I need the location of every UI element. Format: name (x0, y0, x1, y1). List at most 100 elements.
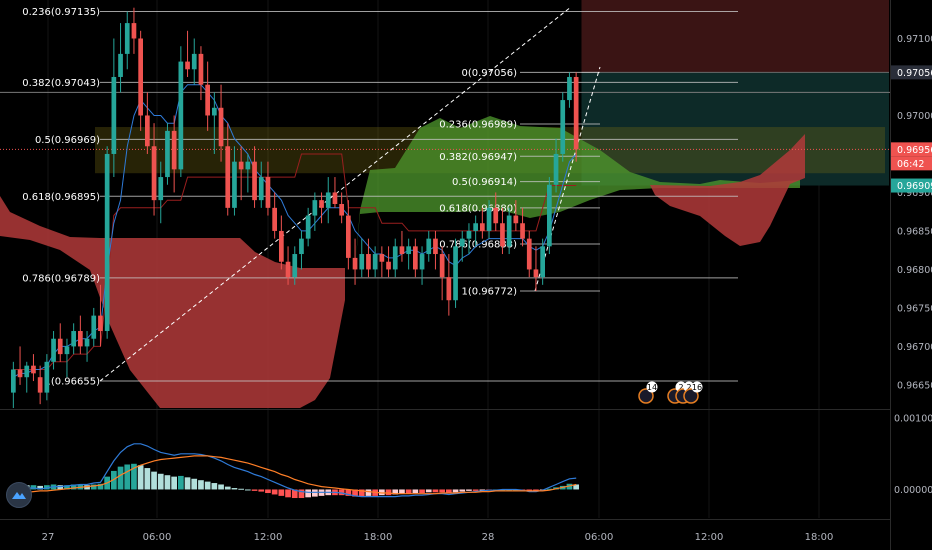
kumo-bear-cloud (0, 196, 345, 408)
macd-hist-bar-78 (533, 489, 539, 491)
candle-body-33 (232, 161, 237, 208)
candle-body-69 (473, 223, 478, 231)
candle-body-68 (466, 230, 472, 239)
candle-body-0 (11, 369, 16, 393)
macd-hist-bar-49 (338, 489, 345, 496)
candle-body-1 (17, 369, 23, 378)
fib-left-label-3: 0.618(0.96895) (22, 192, 100, 203)
candle-body-46 (319, 200, 324, 208)
time-label-6: 12:00 (695, 532, 724, 543)
candle-body-51 (352, 257, 358, 270)
event-count-bubble-0 (646, 381, 658, 393)
candle-body-7 (57, 338, 63, 355)
candle-body-5 (44, 361, 50, 393)
macd-pane (10, 443, 579, 499)
candle-body-56 (386, 261, 391, 270)
candle-body-23 (165, 130, 170, 178)
macd-hist-bar-26 (184, 477, 191, 490)
macd-hist-bar-43 (298, 489, 305, 499)
macd-hist-bar-58 (399, 489, 405, 494)
macd-hist-bar-66 (452, 489, 459, 493)
macd-hist-bar-32 (224, 486, 231, 490)
macd-hist-bar-13 (97, 483, 104, 490)
macd-hist-bar-23 (164, 475, 171, 490)
candle-body-26 (185, 61, 190, 70)
position-zones (0, 0, 890, 186)
candle-body-28 (198, 53, 204, 85)
candle-body-58 (399, 246, 405, 255)
candle-body-17 (124, 23, 130, 54)
candle-body-67 (459, 238, 465, 247)
macd-hist-bar-38 (265, 489, 271, 494)
kumo-bull-cloud (355, 116, 800, 268)
candle-body-20 (145, 115, 150, 147)
event-flag-icon-0 (638, 388, 654, 404)
macd-hist-bar-69 (472, 489, 479, 491)
candle-body-30 (212, 107, 217, 116)
fib-right-trendline (534, 66, 601, 292)
candle-body-41 (285, 261, 291, 278)
tradingview-logo-icon[interactable] (6, 482, 32, 508)
candle-body-37 (258, 177, 264, 201)
macd-hist-bar-15 (111, 470, 117, 490)
macd-hist-bar-16 (117, 466, 124, 490)
macd-hist-bar-18 (131, 463, 137, 490)
candle-body-76 (520, 223, 525, 239)
fib-left-label-5: 1(0.96655) (44, 377, 100, 388)
price-badge-0: 0.97056 (897, 68, 932, 79)
macd-hist-bar-29 (204, 481, 211, 490)
fib-left-label-4: 0.786(0.96789) (22, 273, 100, 284)
candle-body-44 (305, 215, 311, 239)
candle-body-70 (480, 223, 485, 231)
candle-body-19 (138, 38, 143, 116)
macd-hist-bar-20 (144, 468, 151, 490)
candle-body-43 (299, 238, 304, 255)
candle-body-48 (332, 192, 338, 204)
candle-body-40 (279, 230, 284, 262)
candle-body-75 (513, 215, 519, 224)
candle-body-34 (238, 161, 244, 170)
macd-signal-line (13, 455, 577, 495)
macd-hist-bar-35 (245, 489, 251, 491)
candle-body-11 (84, 338, 90, 347)
macd-hist-bar-27 (191, 478, 198, 490)
candle-body-66 (453, 246, 458, 301)
candle-body-53 (366, 254, 371, 270)
candle-body-47 (325, 192, 331, 208)
price-badge-bg-1 (891, 142, 932, 157)
candle-body-9 (71, 331, 76, 347)
candle-body-16 (118, 53, 123, 77)
macd-hist-bar-25 (178, 475, 184, 490)
event-count-3: 16 (692, 383, 702, 392)
candle-body-13 (98, 315, 103, 332)
candlestick-series (11, 7, 579, 408)
price-badge-1: 0.96956 (897, 145, 932, 156)
fibonacci-retracements: 0.236(0.97135) 0.382(0.97043) 0.5(0.96969)… (0, 7, 890, 388)
candle-body-50 (346, 215, 351, 258)
macd-hist-bar-31 (218, 484, 224, 490)
fib-left-label-1: 0.382(0.97043) (22, 78, 100, 89)
candle-body-45 (312, 200, 318, 216)
candle-body-74 (506, 215, 512, 247)
candle-body-25 (178, 61, 184, 170)
macd-hist-bar-56 (385, 489, 392, 496)
macd-hist-bar-84 (573, 484, 579, 490)
candle-body-57 (392, 246, 398, 270)
macd-hist-bar-34 (238, 488, 244, 490)
time-label-5: 06:00 (585, 532, 614, 543)
candle-body-83 (567, 76, 572, 101)
macd-hist-bar-30 (211, 483, 218, 490)
macd-hist-bar-7 (57, 485, 64, 490)
macd-hist-bar-52 (358, 489, 365, 497)
price-badge-3: 0.96909 (897, 181, 932, 192)
candle-body-73 (500, 223, 505, 247)
macd-line (13, 443, 577, 498)
candle-body-79 (540, 246, 545, 278)
